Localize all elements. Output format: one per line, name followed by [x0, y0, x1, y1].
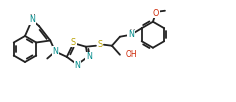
- Text: O: O: [153, 9, 159, 18]
- Text: N: N: [29, 16, 35, 24]
- Text: S: S: [97, 40, 102, 49]
- Text: N: N: [128, 30, 134, 39]
- Text: N: N: [74, 62, 80, 70]
- Text: H: H: [129, 29, 135, 35]
- Text: H: H: [29, 14, 35, 20]
- Text: N: N: [86, 52, 92, 61]
- Text: N: N: [52, 47, 58, 56]
- Text: S: S: [71, 38, 76, 47]
- Text: OH: OH: [126, 50, 138, 59]
